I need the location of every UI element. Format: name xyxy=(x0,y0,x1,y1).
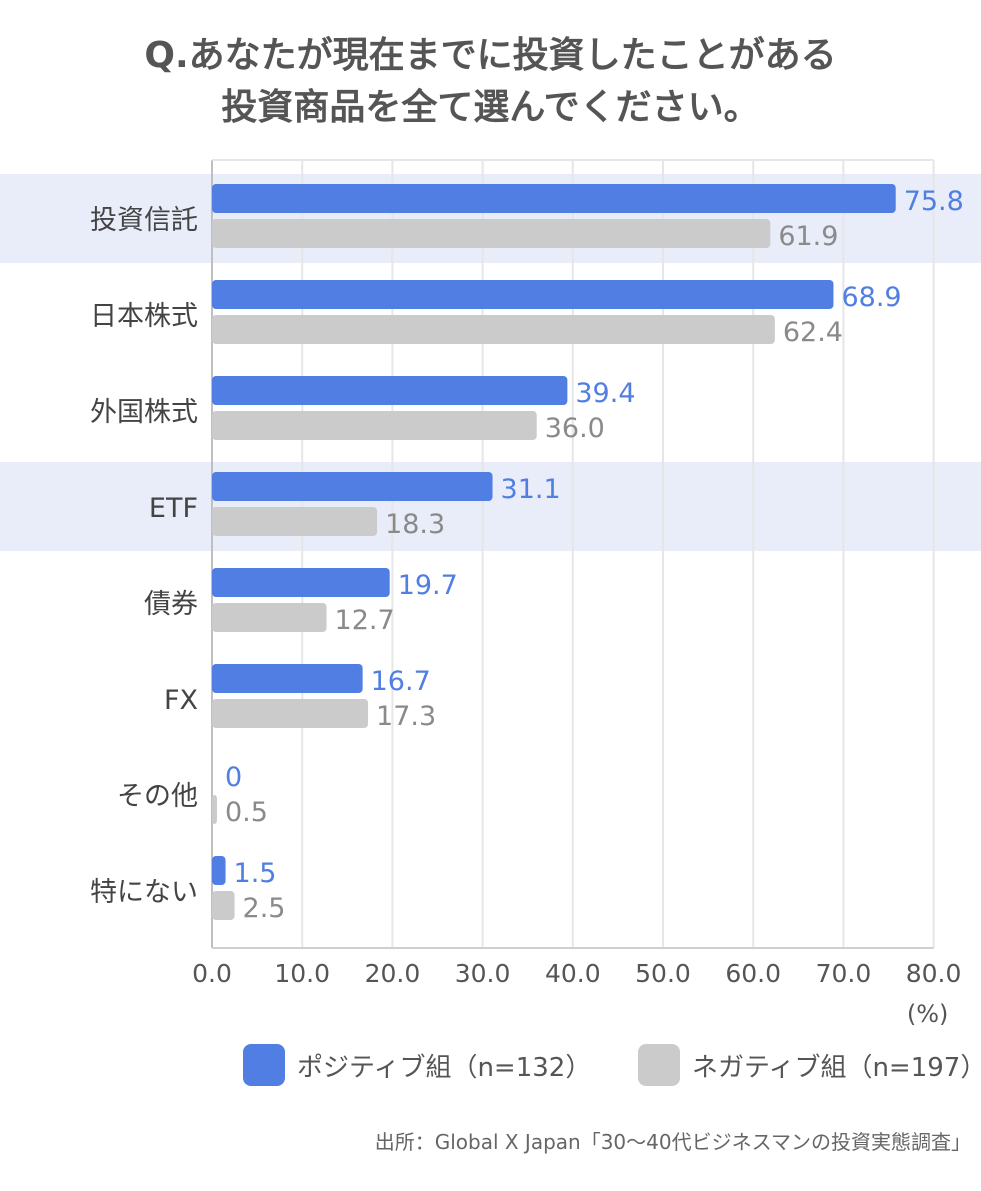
bar-negative xyxy=(212,507,378,536)
legend-item-positive: ポジティブ組（n=132） xyxy=(243,1044,591,1086)
bar-positive xyxy=(212,280,834,309)
category-label: 外国株式 xyxy=(90,397,198,428)
bar-negative xyxy=(212,795,217,824)
legend-swatch-negative xyxy=(638,1044,680,1086)
bar-positive xyxy=(212,664,363,693)
x-tick-label: 10.0 xyxy=(274,959,330,988)
legend-item-negative: ネガティブ組（n=197） xyxy=(638,1044,981,1086)
category-label: ETF xyxy=(149,493,198,524)
bar-positive xyxy=(212,184,896,213)
chart-title: Q.あなたが現在までに投資したことがある 投資商品を全て選んでください。 xyxy=(0,30,981,134)
x-tick-label: 40.0 xyxy=(545,959,601,988)
bar-negative xyxy=(212,219,771,248)
bar-negative xyxy=(212,315,775,344)
x-tick-label: 0.0 xyxy=(192,959,232,988)
data-label-positive: 68.9 xyxy=(841,282,901,313)
x-tick-label: 30.0 xyxy=(455,959,511,988)
category-label: その他 xyxy=(117,781,198,812)
data-label-negative: 17.3 xyxy=(376,701,436,732)
data-label-positive: 75.8 xyxy=(904,186,964,217)
data-label-negative: 2.5 xyxy=(243,893,286,924)
x-tick-label: 70.0 xyxy=(816,959,872,988)
chart-title-line-1: Q.あなたが現在までに投資したことがある xyxy=(144,35,837,76)
x-tick-label: 20.0 xyxy=(365,959,421,988)
bar-negative xyxy=(212,699,369,728)
bar-positive xyxy=(212,472,493,501)
data-label-positive: 19.7 xyxy=(398,570,458,601)
bar-positive xyxy=(212,568,390,597)
bar-negative xyxy=(212,603,327,632)
x-tick-label: 80.0 xyxy=(906,959,962,988)
data-label-positive: 16.7 xyxy=(371,666,431,697)
data-label-negative: 0.5 xyxy=(225,797,268,828)
data-label-positive: 39.4 xyxy=(575,378,635,409)
data-label-negative: 36.0 xyxy=(545,413,605,444)
x-tick-label: 60.0 xyxy=(725,959,781,988)
chart-title-line-2: 投資商品を全て選んでください。 xyxy=(221,87,760,128)
data-label-negative: 18.3 xyxy=(385,509,445,540)
source-note: 出所：Global X Japan「30〜40代ビジネスマンの投資実態調査」 xyxy=(374,1130,971,1154)
bar-chart: 0.0 10.0 20.0 30.0 40.0 50.0 60.0 70.0 80.0 (%) 投資… xyxy=(0,159,981,1028)
data-label-negative: 61.9 xyxy=(778,221,838,252)
category-label: 特にない xyxy=(90,877,198,908)
category-label: 債券 xyxy=(144,589,198,620)
data-label-positive: 0 xyxy=(225,762,242,793)
bar-negative xyxy=(212,891,235,920)
legend-swatch-positive xyxy=(243,1044,285,1086)
bar-negative xyxy=(212,411,537,440)
x-axis-unit: (%) xyxy=(907,1000,949,1028)
legend-label-negative: ネガティブ組（n=197） xyxy=(692,1052,981,1083)
legend-label-positive: ポジティブ組（n=132） xyxy=(297,1052,592,1083)
data-label-positive: 31.1 xyxy=(501,474,561,505)
bar-positive xyxy=(212,856,226,885)
category-label: 投資信託 xyxy=(90,205,198,236)
category-label: 日本株式 xyxy=(90,301,198,332)
bar-positive xyxy=(212,376,568,405)
x-tick-label: 50.0 xyxy=(635,959,691,988)
category-label: FX xyxy=(164,685,198,716)
legend: ポジティブ組（n=132） ネガティブ組（n=197） xyxy=(0,1044,981,1094)
data-label-positive: 1.5 xyxy=(234,858,277,889)
data-label-negative: 62.4 xyxy=(783,317,843,348)
data-label-negative: 12.7 xyxy=(335,605,395,636)
